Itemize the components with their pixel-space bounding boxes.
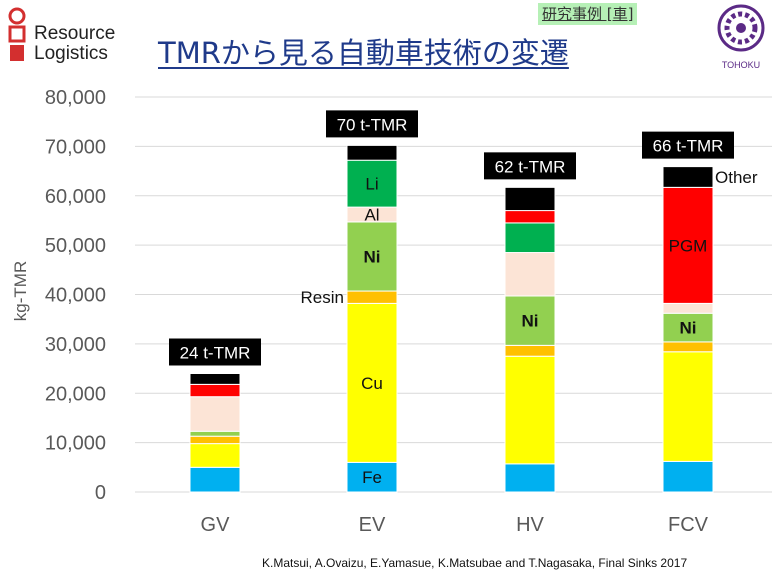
bar-segment-cu	[189, 443, 241, 468]
bar-segment-al	[189, 396, 241, 432]
logo-mark-icon	[8, 7, 26, 61]
total-label: 66 t-TMR	[653, 137, 724, 156]
bar-segment-fe	[189, 466, 241, 493]
bar-segment-resin	[346, 290, 398, 304]
bar-segment-pgm	[189, 383, 241, 398]
x-tick-label: HV	[516, 514, 544, 536]
y-tick-label: 30,000	[45, 334, 106, 356]
segment-label-fe: Fe	[362, 468, 382, 487]
bar-segment-li	[346, 159, 398, 208]
bar-segment-resin	[662, 341, 714, 353]
bar-segment-other	[189, 373, 241, 385]
segment-label-cu: Cu	[361, 374, 383, 393]
bar-segment-fe	[662, 460, 714, 493]
tohoku-university-logo: TOHOKU	[712, 2, 770, 74]
university-name: TOHOKU	[722, 60, 760, 70]
resource-logistics-logo: Resource Logistics	[8, 5, 126, 65]
y-tick-label: 20,000	[45, 383, 106, 405]
total-label-box	[642, 131, 734, 159]
bar-segment-fe	[504, 463, 556, 493]
y-tick-label: 80,000	[45, 87, 106, 109]
total-label-box	[326, 110, 418, 138]
outside-label-resin: Resin	[301, 288, 344, 307]
y-tick-label: 70,000	[45, 136, 106, 158]
segment-label-ni: Ni	[680, 319, 697, 338]
y-tick-label: 50,000	[45, 235, 106, 257]
bar-segment-ni	[189, 430, 241, 437]
total-label: 24 t-TMR	[180, 344, 251, 363]
bar-segment-resin	[504, 344, 556, 357]
bar-segment-other	[504, 186, 556, 212]
segment-label-al: Al	[364, 206, 379, 225]
bar-segment-al	[504, 252, 556, 297]
bar-segment-cu	[504, 355, 556, 465]
total-label-box	[169, 338, 261, 366]
outside-label-other: Other	[715, 168, 758, 187]
bar-segment-resin	[189, 435, 241, 445]
bar-segment-pgm	[662, 186, 714, 304]
logo-text-line1: Resource	[34, 23, 116, 44]
bar-segment-al	[662, 302, 714, 314]
bar-segment-cu	[662, 351, 714, 462]
x-tick-label: FCV	[668, 514, 709, 536]
x-tick-label: EV	[359, 514, 386, 536]
bar-segment-fe	[346, 461, 398, 493]
y-tick-label: 0	[95, 482, 106, 504]
bar-segment-ni	[346, 221, 398, 292]
y-tick-label: 40,000	[45, 285, 106, 307]
total-label: 62 t-TMR	[495, 157, 566, 176]
bar-segment-cu	[346, 302, 398, 463]
segment-label-ni: Ni	[364, 247, 381, 266]
segment-label-ni: Ni	[522, 312, 539, 331]
bar-segment-other	[346, 144, 398, 161]
citation-text: K.Matsui, A.Ovaizu, E.Yamasue, K.Matsuba…	[262, 556, 688, 570]
bar-segment-pgm	[504, 210, 556, 224]
bar-segment-other	[662, 166, 714, 188]
y-tick-label: 10,000	[45, 433, 106, 455]
y-tick-label: 60,000	[45, 186, 106, 208]
university-crest-icon: TOHOKU	[717, 4, 765, 70]
total-label-box	[484, 152, 576, 180]
segment-label-pgm: PGM	[669, 236, 708, 255]
total-label: 70 t-TMR	[337, 115, 408, 134]
slide-title: TMRから見る自動車技術の変遷	[158, 36, 569, 70]
bar-segment-li	[504, 222, 556, 254]
category-tag: 研究事例 [車]	[538, 3, 638, 25]
x-tick-label: GV	[201, 514, 231, 536]
bar-segment-ni	[504, 295, 556, 346]
y-axis-label: kg-TMR	[11, 261, 30, 321]
segment-label-li: Li	[365, 175, 378, 194]
logo-text-line2: Logistics	[34, 43, 108, 64]
